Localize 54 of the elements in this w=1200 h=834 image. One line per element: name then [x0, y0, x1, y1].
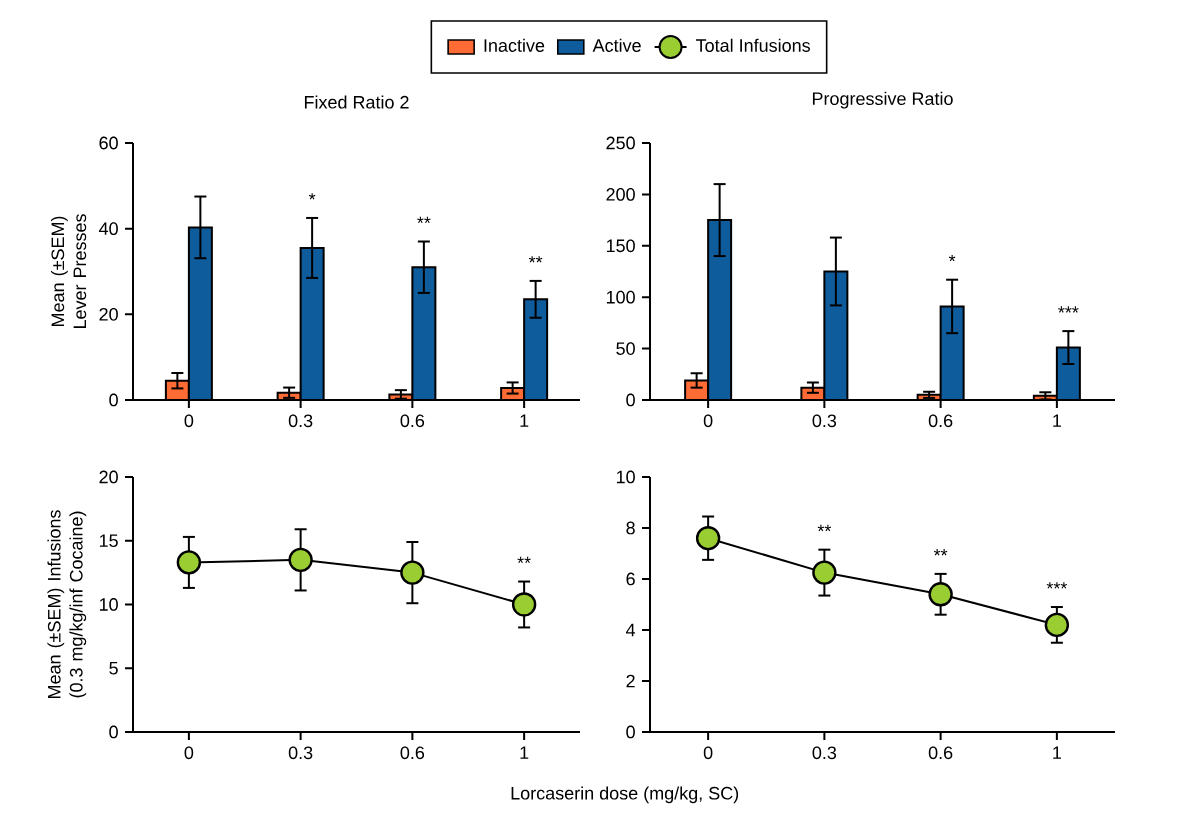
x-tick-label: 0: [703, 414, 713, 428]
y-tick-label: 10: [616, 470, 635, 484]
x-tick-label: 0.3: [288, 414, 313, 428]
y-tick-label: 20: [99, 307, 118, 321]
x-tick-label: 0.6: [928, 746, 953, 760]
legend-label: Total Infusions: [696, 38, 810, 52]
chart-title: Fixed Ratio 2: [304, 95, 409, 109]
x-tick-label: 1: [520, 414, 529, 427]
x-tick-label: 1: [1053, 414, 1061, 427]
x-tick-label: 0.6: [400, 746, 425, 760]
y-tick-label: 10: [99, 598, 118, 611]
y-tick-label: 4: [626, 623, 636, 637]
x-tick-label: 0.6: [928, 414, 953, 428]
chart-title: Progressive Ratio: [812, 91, 953, 109]
y-tick-label: 150: [606, 239, 635, 253]
y-tick-label: 200: [606, 188, 635, 201]
y-tick-label: 0: [626, 725, 635, 739]
x-tick-label: 1: [1053, 746, 1061, 759]
y-axis-title: Mean (±SEM) Infusions (0.3 mg/kg/inf Cocaine): [47, 510, 87, 698]
annotation: **: [517, 556, 531, 564]
y-tick-label: 100: [606, 290, 635, 304]
annotation: **: [933, 549, 948, 556]
annotation: *: [948, 254, 956, 262]
y-tick-label: 60: [99, 136, 118, 150]
y-tick-label: 250: [606, 136, 635, 150]
x-tick-label: 0: [184, 746, 194, 760]
annotation: *: [308, 193, 316, 200]
y-tick-label: 0: [626, 393, 635, 407]
x-tick-label: 0: [703, 746, 713, 760]
x-tick-label: 0.3: [288, 746, 313, 760]
x-tick-label: 1: [520, 746, 529, 759]
annotation: **: [817, 524, 832, 532]
x-tick-label: 0.3: [812, 414, 837, 428]
annotation: ***: [1058, 306, 1079, 313]
y-tick-label: 15: [99, 534, 118, 548]
y-tick-label: 6: [626, 572, 635, 586]
y-tick-label: 0: [109, 393, 118, 407]
legend-label: Inactive: [484, 38, 545, 52]
y-tick-label: 50: [616, 342, 635, 355]
y-axis-title: Mean (±SEM) Lever Presses: [50, 214, 87, 329]
x-axis-title: Lorcaserin dose (mg/kg, SC): [511, 786, 739, 804]
y-tick-label: 20: [99, 470, 118, 484]
x-tick-label: 0.6: [400, 414, 425, 428]
y-tick-label: 8: [626, 521, 635, 535]
x-tick-label: 0: [184, 414, 194, 428]
legend-label: Active: [592, 38, 641, 52]
y-tick-label: 0: [109, 725, 118, 739]
annotation: **: [528, 256, 543, 263]
y-tick-label: 5: [109, 661, 118, 675]
x-tick-label: 0.3: [812, 746, 837, 760]
y-tick-label: 2: [626, 674, 635, 688]
annotation: **: [417, 216, 431, 224]
y-tick-label: 40: [98, 222, 118, 236]
annotation: ***: [1046, 582, 1068, 589]
